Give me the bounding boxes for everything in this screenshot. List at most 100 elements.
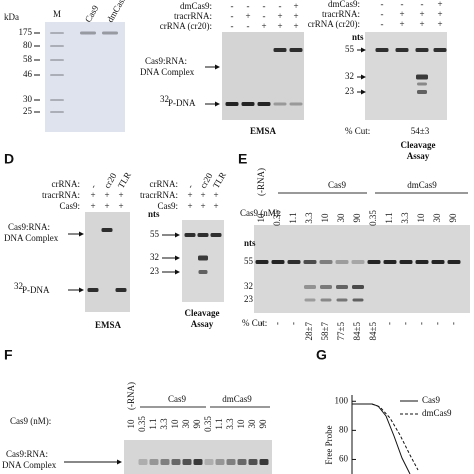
row-label: crRNA (cr20):	[160, 21, 212, 31]
sign: +	[399, 9, 404, 19]
arrow-head	[361, 89, 366, 95]
gel-band	[417, 82, 427, 86]
y-tick-label: 60	[339, 454, 349, 464]
cut: -	[432, 322, 442, 325]
group-label: dmCas9	[222, 394, 252, 404]
emsa-gel-f	[124, 440, 272, 474]
cleavage-gel-e	[254, 225, 470, 313]
gel-band	[336, 298, 348, 302]
probe-label: P-DNA	[22, 285, 50, 295]
sds-gel	[45, 22, 125, 132]
sign: +	[187, 201, 192, 211]
size-label: 32	[345, 71, 354, 81]
caption: Assay	[407, 151, 430, 161]
dmcas9-curve	[352, 403, 419, 471]
sign: +	[90, 201, 95, 211]
complex-label: Cas9:RNA:	[6, 449, 48, 459]
gel-band	[375, 48, 389, 52]
size-label: 23	[345, 86, 355, 96]
gel-band	[237, 459, 247, 465]
gel-band	[415, 48, 429, 52]
conc: 10	[320, 213, 330, 223]
conc: 30	[432, 213, 442, 223]
size-label: 55	[345, 44, 355, 54]
isotope: 32	[14, 281, 23, 291]
gel-band	[416, 74, 428, 80]
cut: -	[288, 322, 298, 325]
cut: 84±5	[368, 322, 378, 341]
cut: 28±7	[304, 322, 314, 341]
sign: +	[437, 19, 442, 29]
no-rna: (-RNA)	[126, 382, 136, 410]
emsa-gel-d	[85, 212, 130, 312]
gel-band	[50, 74, 64, 76]
size-label: 55	[244, 256, 254, 266]
gel-band	[352, 285, 364, 289]
cut: -	[384, 322, 394, 325]
conc: 10	[416, 213, 426, 223]
gel-band	[193, 459, 203, 465]
sign: +	[118, 190, 123, 200]
gel-band	[289, 48, 303, 52]
sign: -	[381, 0, 384, 9]
gel-band	[160, 459, 170, 465]
sign: -	[381, 9, 384, 19]
group-label: Cas9	[168, 394, 187, 404]
gel-band	[289, 102, 303, 106]
panel-letter: G	[316, 347, 327, 363]
row-label: crRNA:	[150, 179, 179, 189]
panel-letter: D	[4, 151, 14, 167]
crRNA-label: TLR	[116, 170, 133, 190]
sign: +	[399, 19, 404, 29]
conc-label: Cas9 (nM):	[10, 416, 51, 426]
conc: 10	[126, 419, 136, 429]
ladder-label: 80	[23, 40, 33, 50]
no-rna: (-RNA)	[256, 168, 266, 196]
gel-band	[447, 260, 461, 264]
sign: +	[261, 21, 266, 31]
gel-band	[50, 99, 64, 101]
cleavage-gel-d	[182, 220, 224, 302]
gel-band	[415, 260, 429, 264]
arrow-head	[361, 47, 366, 53]
sign: +	[213, 190, 218, 200]
gel-band	[255, 260, 269, 264]
cut: 58±7	[320, 322, 330, 341]
size-unit: nts	[148, 209, 160, 219]
sign: +	[213, 201, 218, 211]
sign: +	[293, 11, 298, 21]
caption: Assay	[191, 319, 214, 329]
gel-band	[319, 260, 333, 264]
sign: +	[90, 190, 95, 200]
gel-band	[241, 102, 255, 106]
unit: kDa	[4, 12, 19, 22]
cut: -	[272, 322, 282, 325]
sign: +	[245, 11, 250, 21]
gel-band	[271, 260, 285, 264]
sign: +	[118, 201, 123, 211]
group-label: dmCas9	[407, 180, 437, 190]
row-label: tracrRNA:	[174, 11, 212, 21]
conc: 30	[181, 419, 191, 429]
y-tick-label: 80	[339, 424, 349, 434]
gel-band	[204, 459, 214, 465]
sign: +	[437, 9, 442, 19]
size-unit: nts	[244, 238, 256, 248]
conc: 3.3	[400, 212, 410, 224]
sign: -	[247, 1, 250, 11]
gel-band	[383, 260, 397, 264]
row-label: crRNA (cr20):	[308, 19, 360, 29]
size-label: 32	[150, 252, 159, 262]
emsa-gel	[222, 32, 304, 120]
arrow-head	[117, 459, 122, 465]
cut-value: 54±3	[411, 126, 430, 136]
conc: 0.35	[272, 210, 282, 226]
conc: 1.1	[288, 212, 298, 223]
ladder-label: 58	[23, 54, 33, 64]
gel-band	[215, 459, 225, 465]
sign: -	[381, 19, 384, 29]
gel-band	[257, 102, 271, 106]
arrow-head	[361, 74, 366, 80]
gel-band	[50, 32, 64, 34]
sign: +	[419, 9, 424, 19]
